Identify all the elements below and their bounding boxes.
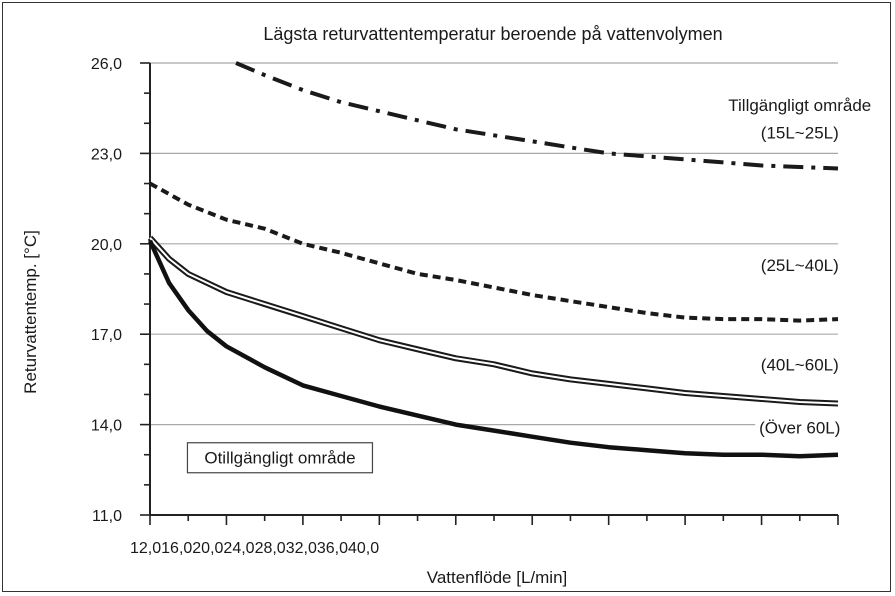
series-line-25-40 <box>149 181 839 323</box>
series-line-40-60-inner <box>149 237 839 405</box>
y-tick-label: 26,0 <box>91 56 122 73</box>
annotation-background <box>724 92 876 117</box>
annotation-background <box>756 119 843 144</box>
series-line-15-25 <box>235 61 839 171</box>
y-tick-label: 11,0 <box>92 508 122 525</box>
chart-title: Lägsta returvattentemperatur beroende på… <box>263 24 722 44</box>
annotation-label: (25L~40L) <box>761 256 839 275</box>
y-tick-label: 20,0 <box>91 237 122 254</box>
annotation-label: (15L~25L) <box>761 123 839 142</box>
annotation-label: (Över 60L) <box>759 419 840 438</box>
annotation-label: (40L~60L) <box>761 355 839 374</box>
unavailable-area-box <box>186 442 374 474</box>
y-tick-label: 14,0 <box>91 418 122 435</box>
annotation-background <box>755 414 845 439</box>
annotation-background <box>756 251 843 276</box>
unavailable-area-label: Otillgängligt område <box>204 449 355 468</box>
x-axis-title: Vattenflöde [L/min] <box>427 568 568 587</box>
y-axis-title: Returvattentemp. [°C] <box>21 230 40 394</box>
annotation-background <box>756 351 843 376</box>
x-tick-labels: 12,016,020,024,028,032,036,040,0 <box>130 540 379 557</box>
series-line-over-60 <box>147 239 839 459</box>
y-tick-label: 23,0 <box>91 146 122 163</box>
annotation-label: Tillgängligt område <box>728 96 871 115</box>
y-tick-label: 17,0 <box>91 327 122 344</box>
